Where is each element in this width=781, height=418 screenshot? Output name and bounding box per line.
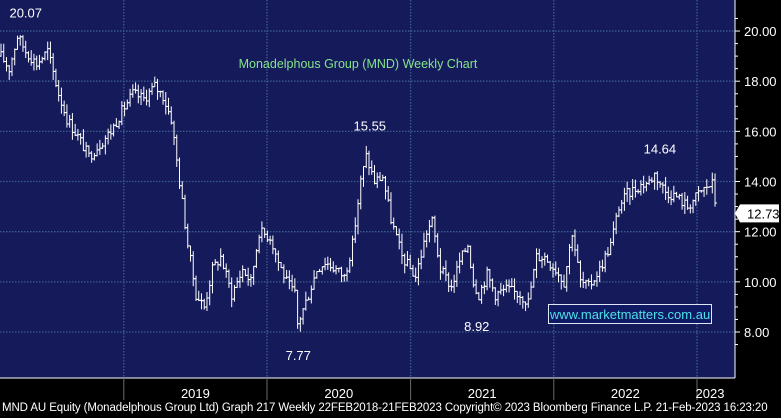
x-axis-area: [0, 378, 781, 418]
x-tick-label: 2021: [468, 386, 497, 401]
last-price-label: 12.73: [747, 206, 780, 221]
price-annotations: 20.07 15.55 7.77 8.92 14.64: [9, 5, 676, 362]
ohlc-bar: [713, 173, 718, 207]
y-tick-labels: 8.00 10.00 12.00 14.00 16.00 18.00 20.00: [734, 0, 777, 378]
x-tick-labels: 2019 2020 2021 2022 2023: [0, 377, 735, 401]
last-price-box: [735, 204, 779, 223]
ohlc-bars: [0, 35, 718, 332]
price-annotation: 14.64: [644, 141, 677, 156]
x-tick-label: 2019: [181, 386, 210, 401]
y-axis-area: [735, 0, 781, 378]
price-annotation: 8.92: [464, 319, 489, 334]
watermark-link[interactable]: www.marketmatters.com.au: [548, 304, 712, 324]
price-annotation: 20.07: [9, 5, 42, 20]
y-tick-label: 14.00: [744, 175, 777, 190]
y-tick-label: 20.00: [744, 24, 777, 39]
y-tick-label: 18.00: [744, 74, 777, 89]
footer-info: MND AU Equity (Monadelphous Group Ltd) G…: [2, 402, 768, 414]
last-price-marker: 12.73: [735, 204, 780, 223]
y-tick-label: 8.00: [744, 325, 769, 340]
x-tick-label: 2022: [611, 386, 640, 401]
chart-title: Monadelphous Group (MND) Weekly Chart: [239, 57, 478, 71]
y-tick-label: 10.00: [744, 275, 777, 290]
x-tick-label: 2020: [324, 386, 353, 401]
price-annotation: 15.55: [354, 119, 387, 134]
y-tick-label: 12.00: [744, 225, 777, 240]
price-annotation: 7.77: [286, 348, 311, 363]
x-tick-label: 2023: [696, 386, 725, 401]
y-tick-label: 16.00: [744, 124, 777, 139]
